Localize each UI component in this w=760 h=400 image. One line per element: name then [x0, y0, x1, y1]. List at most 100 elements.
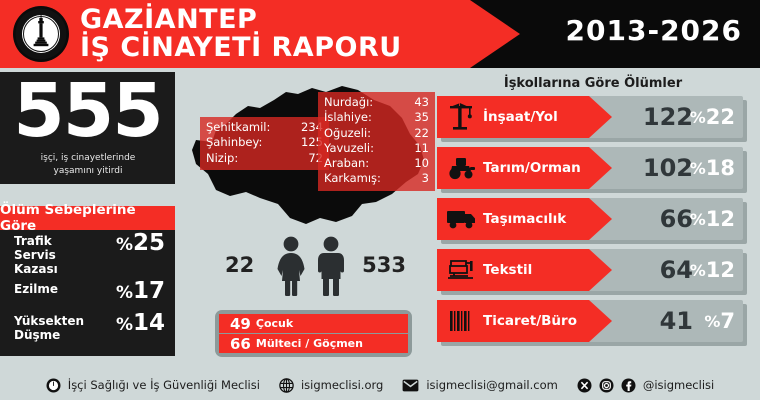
map-label-box-left: Şehitkamil: 234 Şahinbey: 125 Nizip: 72	[200, 117, 329, 170]
total-deaths-panel: 555 işçi, iş cinayetlerinde yaşamını yit…	[0, 72, 175, 184]
sector-bar: Tekstil 64 % 12	[437, 249, 743, 291]
sector-count: 102	[642, 154, 693, 182]
sector-label-chevron: Tarım/Orman	[437, 147, 612, 189]
district-row: Yavuzeli: 11	[324, 141, 429, 156]
extra-stat-row: 66 Mülteci / Göçmen	[219, 334, 408, 353]
percent-value: 7	[720, 309, 735, 333]
sector-row: Tekstil 64 % 12	[437, 249, 749, 296]
instagram-icon[interactable]	[599, 378, 614, 393]
woman-figure-icon	[277, 236, 304, 296]
sector-percent: % 7	[673, 300, 735, 342]
percent-value: 18	[705, 156, 735, 180]
sector-label: Taşımacılık	[483, 211, 567, 227]
sector-label-chevron: Ticaret/Büro	[437, 300, 612, 342]
district-row: Şehitkamil: 234	[206, 120, 323, 135]
district-value: 10	[414, 156, 429, 171]
district-row: Karkamış: 3	[324, 171, 429, 186]
gender-figures	[267, 235, 359, 301]
district-row: Şahinbey: 125	[206, 135, 323, 150]
sector-percent: % 22	[673, 96, 735, 138]
sectors-heading: İşkollarına Göre Ölümler	[503, 76, 683, 91]
footer-email[interactable]: isigmeclisi@gmail.com	[426, 378, 558, 392]
percent-symbol: %	[689, 107, 706, 127]
facebook-icon[interactable]	[621, 378, 636, 393]
sector-label: İnşaat/Yol	[483, 109, 558, 125]
district-value: 22	[414, 125, 429, 140]
footer-social-handle[interactable]: @isigmeclisi	[642, 378, 715, 392]
extra-stat-number: 49	[230, 314, 251, 333]
cause-row: Ezilme %17	[0, 278, 175, 308]
percent-value: 25	[132, 230, 165, 256]
percent-value: 22	[705, 105, 735, 129]
sector-percent: % 12	[673, 249, 735, 291]
sector-count: 41	[659, 307, 693, 335]
district-name: Araban:	[324, 156, 370, 171]
cause-percent: %14	[116, 310, 165, 336]
sewing-machine-icon	[441, 257, 481, 283]
sector-row: Ticaret/Büro 41 % 7	[437, 300, 749, 347]
causes-panel: Ölüm Sebeplerine Göre Trafik Servis Kaza…	[0, 202, 175, 356]
sector-label: Tekstil	[483, 262, 533, 278]
sector-count: 66	[659, 205, 693, 233]
district-name: Oğuzeli:	[324, 125, 372, 140]
total-deaths-number: 555	[13, 68, 163, 154]
district-value: 3	[421, 171, 429, 186]
tractor-icon	[441, 155, 481, 181]
percent-symbol: %	[689, 260, 706, 280]
district-value: 125	[301, 135, 323, 150]
cause-label: Yüksekten Düşme	[14, 314, 85, 343]
percent-value: 14	[132, 310, 165, 336]
percent-symbol: %	[115, 235, 133, 255]
sector-percent: % 18	[673, 147, 735, 189]
percent-symbol: %	[689, 209, 706, 229]
cause-row: Yüksekten Düşme %14	[0, 310, 175, 354]
men-count: 533	[362, 253, 406, 277]
district-row: İslahiye: 35	[324, 110, 429, 125]
total-deaths-caption: işçi, iş cinayetlerinde yaşamını yitirdi	[40, 153, 136, 177]
man-figure-icon	[317, 236, 344, 296]
district-name: Nurdağı:	[324, 95, 374, 109]
footer-website[interactable]: isigmeclisi.org	[300, 378, 384, 392]
envelope-icon[interactable]	[402, 379, 419, 392]
district-row: Araban: 10	[324, 156, 429, 171]
cause-label: Trafik Servis Kazası	[14, 234, 58, 277]
header-red-chevron	[0, 0, 520, 68]
cause-percent: %25	[116, 230, 165, 256]
sector-count: 64	[659, 256, 693, 284]
x-twitter-icon[interactable]	[577, 378, 592, 393]
district-row: Oğuzeli: 22	[324, 126, 429, 141]
sector-label-chevron: Tekstil	[437, 249, 612, 291]
district-name: Nizip:	[206, 150, 239, 165]
sector-label-chevron: Taşımacılık	[437, 198, 612, 240]
header-banner: GAZİANTEP İŞ CİNAYETİ RAPORU 2013-2026	[0, 0, 760, 68]
barcode-icon	[441, 309, 481, 333]
page-title: GAZİANTEP İŞ CİNAYETİ RAPORU	[80, 6, 402, 61]
crane-icon	[441, 102, 481, 132]
sector-row: Taşımacılık 66 % 12	[437, 198, 749, 245]
extra-stat-label: Çocuk	[255, 317, 294, 330]
sector-label-chevron: İnşaat/Yol	[437, 96, 612, 138]
truck-icon	[441, 207, 481, 231]
sector-row: Tarım/Orman 102 % 18	[437, 147, 749, 194]
percent-value: 12	[705, 207, 735, 231]
cause-percent: %17	[116, 278, 165, 304]
cause-row: Trafik Servis Kazası %25	[0, 230, 175, 277]
sector-bar: Taşımacılık 66 % 12	[437, 198, 743, 240]
footer-org-name: İşçi Sağlığı ve İş Güvenliği Meclisi	[67, 378, 260, 392]
district-name: Şehitkamil:	[206, 120, 271, 134]
sector-bar: Tarım/Orman 102 % 18	[437, 147, 743, 189]
sectors-panel: İşkollarına Göre Ölümler	[437, 76, 749, 358]
title-line-2: İŞ CİNAYETİ RAPORU	[80, 31, 402, 63]
district-row: Nizip: 72	[206, 151, 323, 166]
extra-stat-number: 66	[230, 334, 251, 353]
women-count: 22	[225, 253, 255, 277]
district-name: Yavuzeli:	[324, 140, 374, 155]
percent-value: 12	[705, 258, 735, 282]
gender-breakdown: 22 533	[205, 235, 420, 297]
gear-monument-logo-icon	[13, 6, 69, 62]
sector-percent: % 12	[673, 198, 735, 240]
cause-label: Ezilme	[14, 282, 59, 296]
district-value: 43	[414, 95, 429, 109]
globe-icon[interactable]	[279, 377, 294, 393]
